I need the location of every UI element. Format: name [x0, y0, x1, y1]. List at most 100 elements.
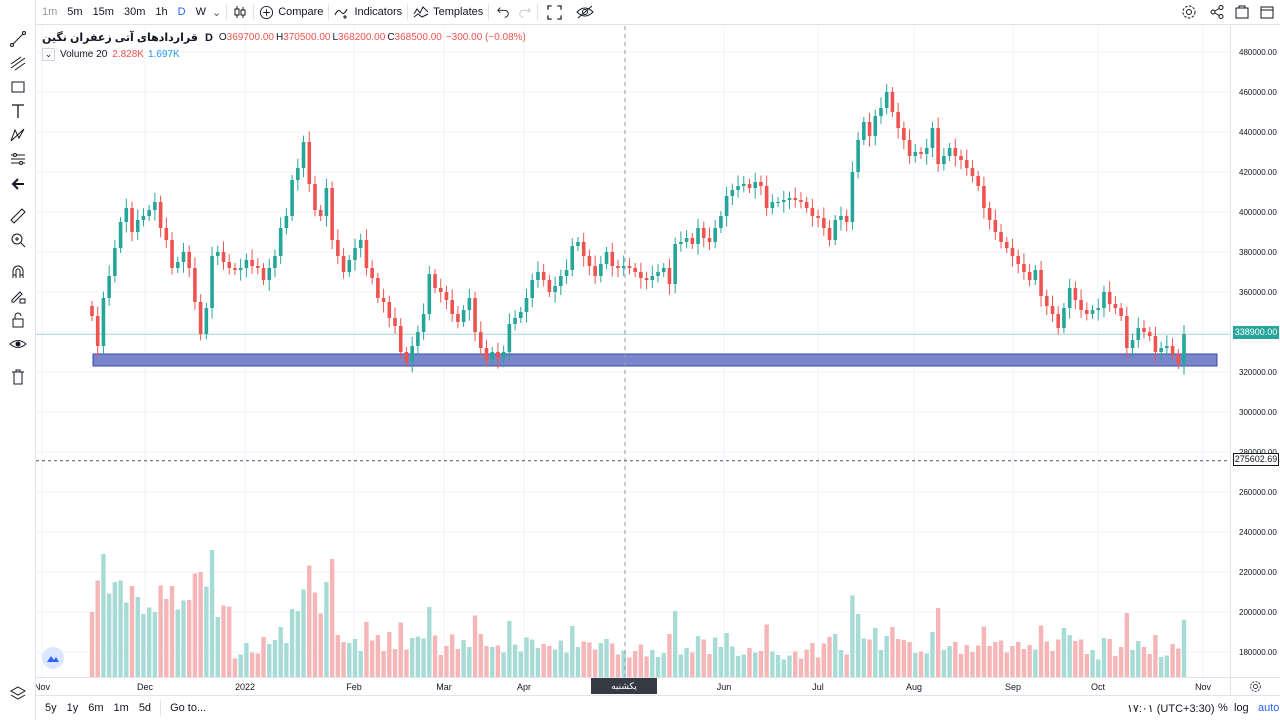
redo-button[interactable]: [518, 5, 532, 19]
undo-button[interactable]: [496, 5, 510, 19]
candle-body: [381, 298, 386, 302]
interval-1m[interactable]: 1m: [42, 6, 58, 18]
candle-body: [1022, 264, 1026, 272]
volume-bar: [512, 644, 518, 677]
hide-button[interactable]: [576, 4, 594, 20]
goto-button[interactable]: Go to...: [170, 702, 207, 714]
drawing-mode-tool[interactable]: [8, 286, 28, 306]
volume-bar: [895, 639, 901, 677]
range-6m[interactable]: 6m: [88, 702, 104, 714]
volume-bar: [1010, 646, 1015, 677]
back-button[interactable]: [8, 174, 28, 194]
price-scale[interactable]: 480000.00 460000.00 440000.00 420000.00 4000…: [1230, 26, 1280, 677]
volume-bar: [530, 639, 535, 677]
fullscreen-button[interactable]: [547, 4, 562, 20]
fib-tool[interactable]: [8, 53, 28, 73]
candle-body: [301, 142, 306, 168]
compare-label: Compare: [278, 6, 324, 18]
volume-bar: [735, 656, 741, 677]
volume-bar: [638, 644, 644, 677]
settings-button[interactable]: [1181, 4, 1197, 20]
maximize-button[interactable]: [1259, 4, 1275, 20]
volume-value: 2.828K: [112, 49, 144, 60]
symbol-name[interactable]: قراردادهای آتی زعفران نگین: [42, 32, 198, 44]
interval-30m[interactable]: 30m: [123, 6, 146, 18]
visibility-tool[interactable]: [8, 334, 28, 354]
volume-bar: [524, 637, 529, 677]
remove-drawings-tool[interactable]: [8, 367, 28, 387]
text-tool[interactable]: [8, 101, 28, 121]
volume-bar: [844, 654, 849, 677]
time-tick-label: 2022: [235, 682, 255, 692]
volume-bar: [712, 637, 718, 677]
candle-body: [1096, 308, 1101, 310]
magnet-tool[interactable]: [8, 262, 28, 282]
range-5d[interactable]: 5d: [138, 702, 152, 714]
interval-5m[interactable]: 5m: [67, 6, 83, 18]
chart-type-button[interactable]: [232, 4, 248, 20]
log-toggle[interactable]: log: [1234, 702, 1249, 714]
candle-body: [753, 182, 758, 188]
logo-badge[interactable]: [42, 647, 64, 669]
shapes-tool[interactable]: [8, 77, 28, 97]
candle-body: [438, 288, 443, 292]
candle-body: [427, 274, 432, 314]
volume-bar: [1176, 648, 1181, 677]
candle-body: [644, 278, 649, 280]
interval-dropdown-icon[interactable]: ⌄: [211, 6, 222, 19]
volume-bar: [1073, 641, 1078, 677]
templates-button[interactable]: Templates: [413, 4, 483, 20]
prediction-tool[interactable]: [8, 149, 28, 169]
auto-toggle[interactable]: auto: [1258, 702, 1280, 714]
time-axis[interactable]: NovDec2022FebMarAprMayJunJulAugSepOctNov…: [34, 677, 1230, 707]
volume-bar: [307, 565, 312, 677]
candle-body: [559, 276, 563, 286]
interval-1h[interactable]: 1h: [155, 6, 168, 18]
volume-bar: [141, 614, 146, 677]
volume-bar: [535, 648, 541, 677]
trendline-icon: [10, 31, 26, 47]
undo-icon: [497, 7, 509, 18]
volume-bar: [1021, 649, 1027, 677]
timezone-button[interactable]: ۱۷:۰۱ (UTC+3:30): [1127, 702, 1215, 715]
interval-15m[interactable]: 15m: [92, 6, 114, 18]
interval-w[interactable]: W: [195, 6, 206, 18]
snapshot-button[interactable]: [1234, 4, 1250, 20]
share-button[interactable]: [1209, 4, 1225, 20]
candle-body: [318, 210, 323, 216]
volume-bar: [369, 640, 375, 677]
chart-canvas[interactable]: [36, 26, 1230, 677]
candle-body: [490, 352, 495, 360]
indicators-button[interactable]: Indicators: [334, 4, 402, 20]
ruler-tool[interactable]: [8, 206, 28, 226]
volume-bar: [810, 643, 815, 677]
zoom-tool[interactable]: [8, 230, 28, 250]
volume-bar: [495, 645, 501, 677]
volume-bar: [781, 659, 786, 677]
volume-bar: [581, 641, 586, 677]
volume-bar: [690, 652, 695, 677]
interval-d[interactable]: D: [177, 6, 186, 18]
chart-pane[interactable]: [36, 26, 1230, 677]
high-value: 370500.00: [283, 32, 331, 43]
patterns-tool[interactable]: [8, 125, 28, 145]
percent-toggle[interactable]: %: [1218, 702, 1228, 714]
candle-body: [913, 152, 918, 156]
volume-bar: [1033, 649, 1038, 677]
object-tree-tool[interactable]: [8, 684, 28, 704]
range-5y[interactable]: 5y: [45, 702, 57, 714]
volume-bar: [1118, 647, 1124, 677]
range-1y[interactable]: 1y: [66, 702, 79, 714]
price-tick-label: 180000.00: [1239, 648, 1277, 657]
volume-label[interactable]: Volume 20: [60, 49, 108, 60]
candle-body: [313, 184, 317, 210]
trendline-tool[interactable]: [8, 29, 28, 49]
compare-button[interactable]: Compare: [259, 5, 323, 20]
top-toolbar: 1m 5m 15m 30m 1h D W ⌄ Compare Indicator…: [0, 0, 1280, 25]
volume-bar: [655, 657, 661, 677]
axis-settings-button[interactable]: [1230, 677, 1280, 695]
volume-bar: [1084, 654, 1090, 677]
lock-tool[interactable]: [8, 310, 28, 330]
collapse-legend-button[interactable]: ⌄: [42, 48, 55, 61]
range-1m[interactable]: 1m: [113, 702, 129, 714]
